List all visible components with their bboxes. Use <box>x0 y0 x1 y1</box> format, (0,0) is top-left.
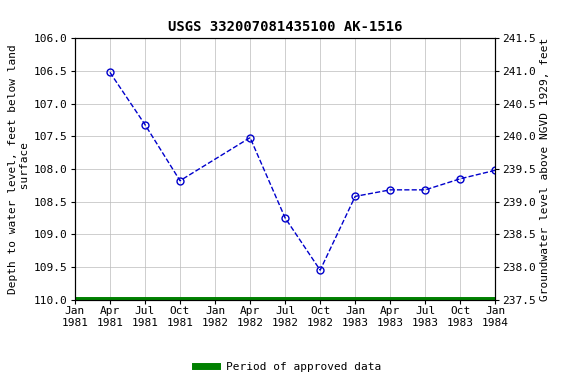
Legend: Period of approved data: Period of approved data <box>191 358 385 377</box>
Y-axis label: Groundwater level above NGVD 1929, feet: Groundwater level above NGVD 1929, feet <box>540 37 550 301</box>
Title: USGS 332007081435100 AK-1516: USGS 332007081435100 AK-1516 <box>168 20 403 35</box>
Y-axis label: Depth to water level, feet below land
 surface: Depth to water level, feet below land su… <box>9 44 30 294</box>
